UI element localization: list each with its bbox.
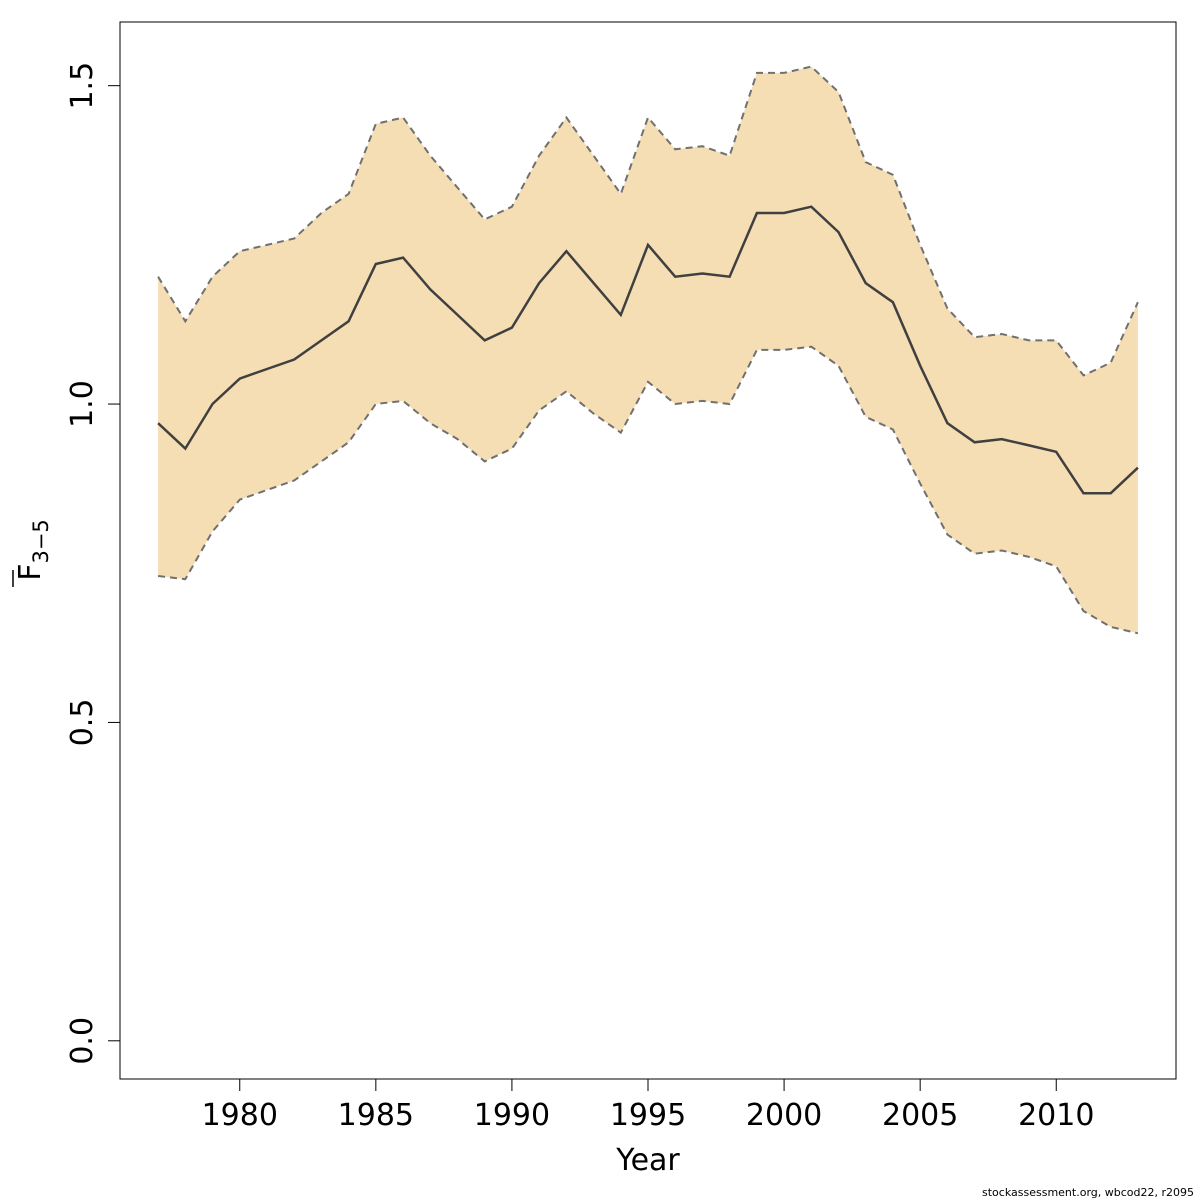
lower-bound-line bbox=[157, 345, 1139, 635]
x-axis: 1980 1985 1990 1995 2000 2005 2010 bbox=[202, 1079, 1094, 1133]
upper-bound-line bbox=[157, 65, 1139, 377]
svg-text:F3−5: F3−5 bbox=[13, 519, 53, 581]
y-axis-title: F3−5 bbox=[12, 519, 53, 587]
footer-credit: stockassessment.org, wbcod22, r2095 bbox=[982, 1186, 1194, 1199]
x-tick-label: 1995 bbox=[610, 1098, 686, 1133]
y-axis-title-subscript: 3−5 bbox=[29, 519, 53, 563]
estimate-line bbox=[157, 205, 1139, 495]
x-tick-label: 2000 bbox=[746, 1098, 822, 1133]
series-lines bbox=[157, 65, 1139, 635]
x-tick-label: 1990 bbox=[474, 1098, 550, 1133]
y-tick-label: 1.5 bbox=[65, 62, 100, 110]
confidence-band bbox=[158, 66, 1138, 634]
y-axis: 0.0 0.5 1.0 1.5 bbox=[65, 62, 120, 1065]
y-tick-label: 0.5 bbox=[65, 699, 100, 747]
y-axis-title-main: F bbox=[13, 564, 48, 581]
x-tick-label: 1985 bbox=[338, 1098, 414, 1133]
x-tick-label: 2010 bbox=[1018, 1098, 1094, 1133]
x-tick-label: 2005 bbox=[882, 1098, 958, 1133]
x-tick-label: 1980 bbox=[202, 1098, 278, 1133]
y-tick-label: 1.0 bbox=[65, 380, 100, 428]
x-axis-title: Year bbox=[615, 1143, 680, 1178]
y-tick-label: 0.0 bbox=[65, 1017, 100, 1065]
confidence-band-area bbox=[158, 66, 1138, 634]
